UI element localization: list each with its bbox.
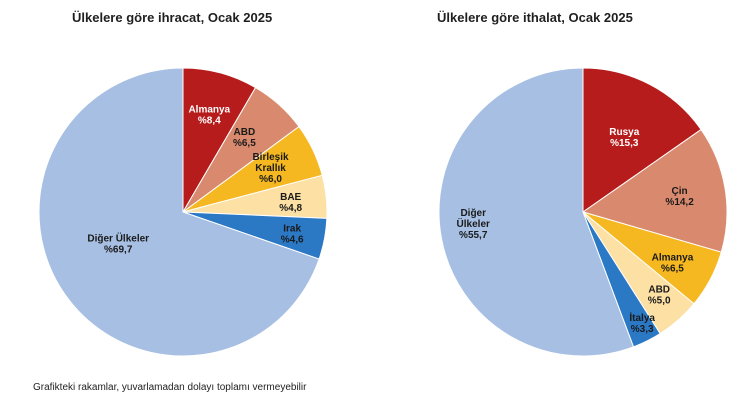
import-slice-label-3: ABD %5,0 <box>648 284 671 306</box>
import-slice-0 <box>582 67 702 213</box>
export-chart-title: Ülkelere göre ihracat, Ocak 2025 <box>72 10 273 25</box>
import-slice-label-4: İtalya %3,3 <box>629 311 655 335</box>
export-slice-label-1: ABD %6,5 <box>233 127 256 149</box>
export-slice-label-4: Irak %4,6 <box>281 224 304 246</box>
footnote: Grafikteki rakamlar, yuvarlamadan dolayı… <box>33 382 307 393</box>
import-slice-label-1: Çin %14,2 <box>665 186 694 208</box>
import-slice-label-2: Almanya %6,5 <box>652 253 694 275</box>
import-slice-1 <box>581 128 728 253</box>
import-chart-title: Ülkelere göre ithalat, Ocak 2025 <box>437 10 633 25</box>
import-slice-label-5: Diğer Ülkeler %55,7 <box>457 208 490 241</box>
export-slice-label-5: Diğer Ülkeler %69,7 <box>87 232 149 256</box>
import-slice-5 <box>438 67 635 357</box>
export-slice-label-0: Almanya %8,4 <box>188 105 230 127</box>
export-slice-label-3: BAE %4,8 <box>279 192 302 214</box>
import-slice-label-0: Rusya %15,3 <box>609 127 639 149</box>
export-slice-label-2: Birleşik Krallık %6,0 <box>252 152 289 185</box>
export-slice-5 <box>38 67 320 357</box>
